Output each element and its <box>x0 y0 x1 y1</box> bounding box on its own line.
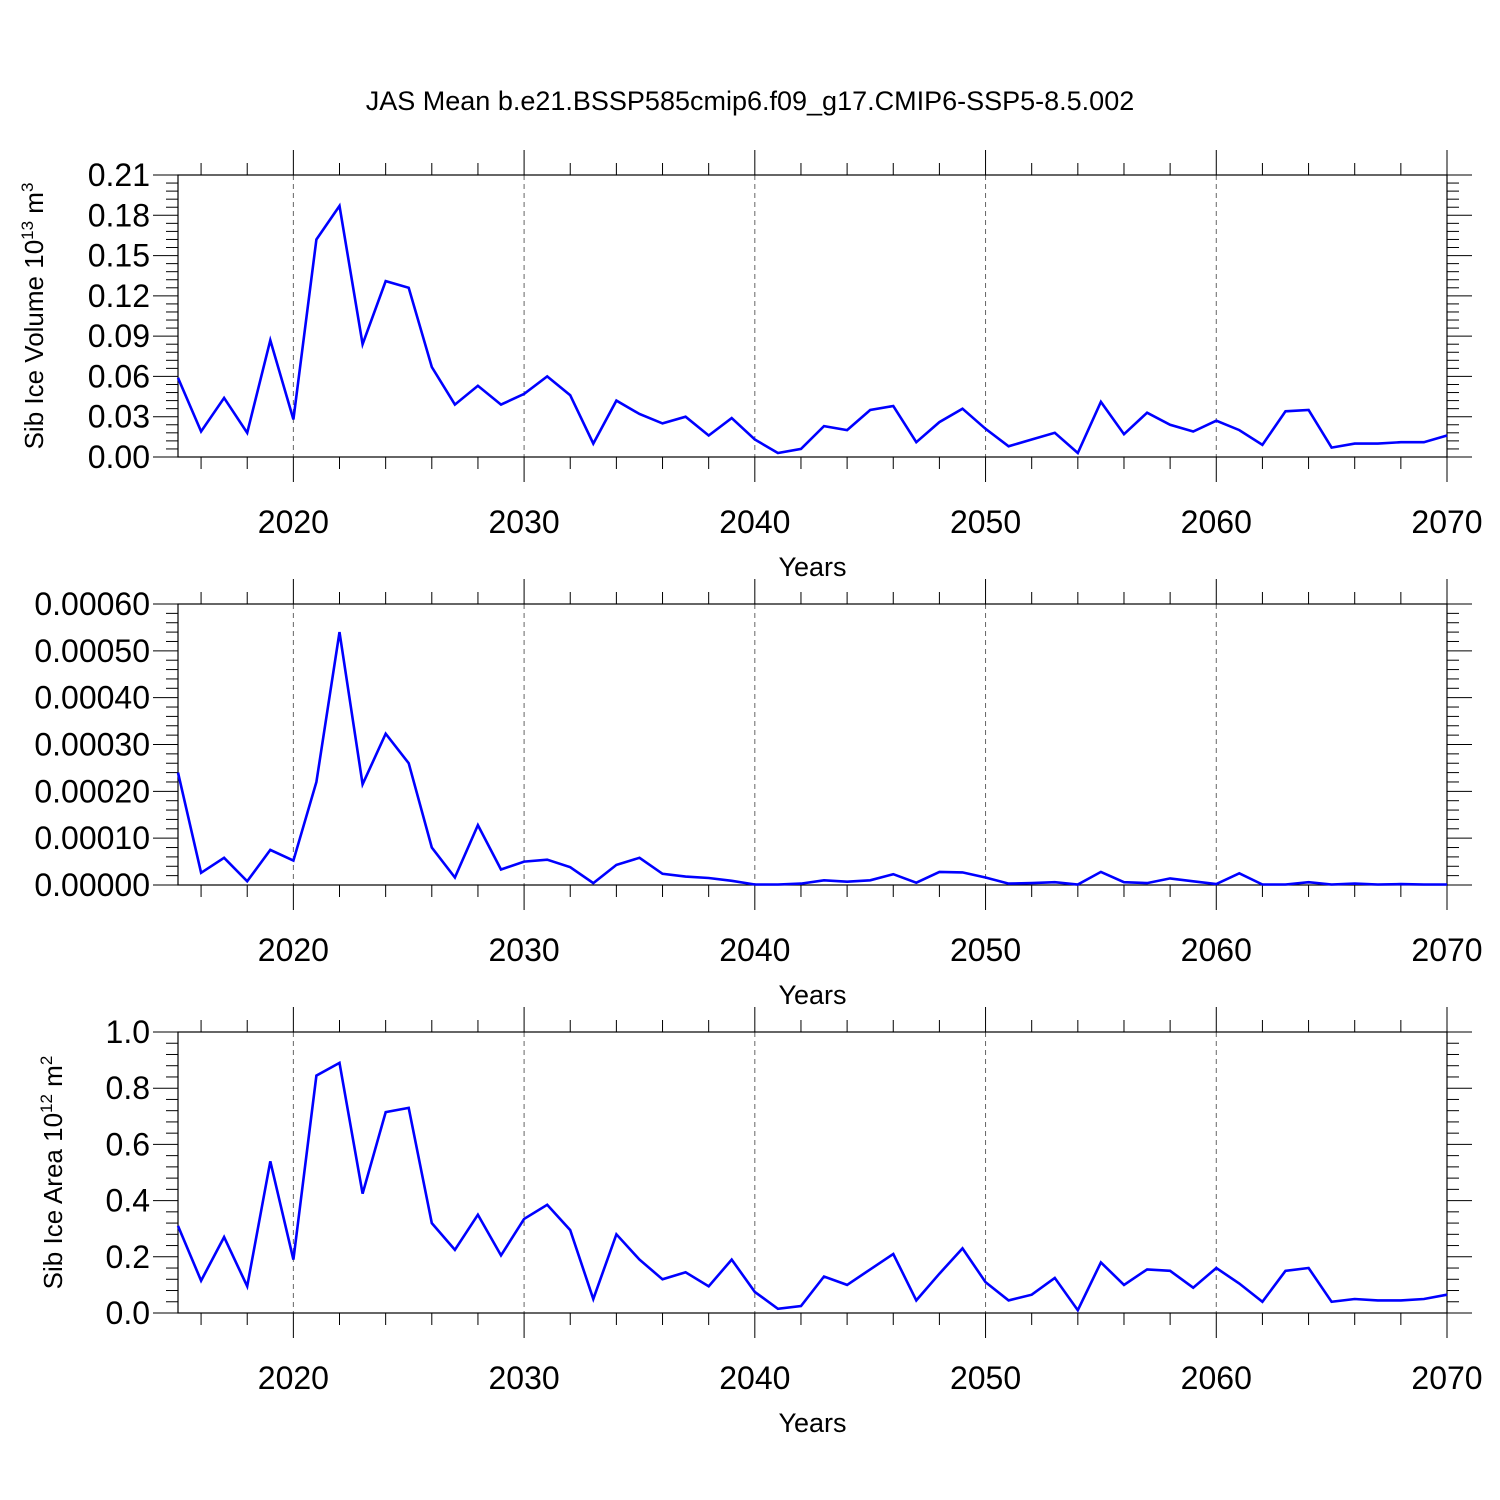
y-tick-label: 0.06 <box>88 358 150 394</box>
y-tick-label: 0.6 <box>106 1126 150 1162</box>
x-axis-label: Years <box>778 980 846 1010</box>
x-tick-label: 2050 <box>950 932 1021 968</box>
panels: 2020 2030 2040 2050 2060 2070 Years 0.00 0.03 0.0… <box>18 150 1483 1438</box>
x-tick-label: 2050 <box>950 504 1021 540</box>
y-tick-label: 0.00040 <box>34 680 150 716</box>
y-tick-label: 0.0 <box>106 1295 150 1331</box>
x-tick-label: 2070 <box>1411 932 1482 968</box>
x-tick-label: 2020 <box>258 1360 329 1396</box>
y-tick-label: 0.00000 <box>34 867 150 903</box>
x-tick-label: 2050 <box>950 1360 1021 1396</box>
y-tick-label: 0.00060 <box>34 586 150 622</box>
series-line <box>176 631 1447 886</box>
series-line <box>176 202 1448 456</box>
x-tick-label: 2040 <box>719 932 790 968</box>
plot-frame <box>177 1031 1448 1314</box>
y-tick-label: 0.09 <box>88 318 150 354</box>
y-tick-label: 0.00 <box>88 439 150 475</box>
y-tick-label: 0.15 <box>88 238 150 274</box>
x-axis-label: Years <box>778 552 846 582</box>
y-axis-label: Sib Ice Volume 1013 m3 <box>18 183 49 450</box>
x-tick-label: 2070 <box>1411 504 1482 540</box>
x-tick-label: 2060 <box>1181 1360 1252 1396</box>
plot-frame <box>177 603 1448 886</box>
y-tick-label: 0.2 <box>106 1239 150 1275</box>
y-tick-label: 0.12 <box>88 278 150 314</box>
y-tick-label: 0.00030 <box>34 727 150 763</box>
x-tick-label: 2020 <box>258 932 329 968</box>
x-tick-label: 2060 <box>1181 932 1252 968</box>
chart-panel-2: 2020 2030 2040 2050 2060 2070 Years 0.00000 0.00… <box>34 579 1483 1010</box>
y-tick-label: 0.03 <box>88 399 150 435</box>
series-line <box>176 1060 1448 1313</box>
x-tick-label: 2020 <box>258 504 329 540</box>
chart-panel-1: 2020 2030 2040 2050 2060 2070 Years 0.00 0.03 0.0… <box>18 150 1483 582</box>
y-tick-label: 0.18 <box>88 197 150 233</box>
x-tick-label: 2060 <box>1181 504 1252 540</box>
x-tick-label: 2040 <box>719 504 790 540</box>
y-tick-label: 0.4 <box>106 1183 150 1219</box>
y-tick-label: 0.00010 <box>34 820 150 856</box>
y-tick-label: 0.00020 <box>34 773 150 809</box>
x-axis-label: Years <box>778 1408 846 1438</box>
x-tick-label: 2040 <box>719 1360 790 1396</box>
plot-frame <box>177 174 1448 458</box>
x-tick-label: 2070 <box>1411 1360 1482 1396</box>
x-tick-label: 2030 <box>488 932 559 968</box>
y-tick-label: 1.0 <box>106 1014 150 1050</box>
x-tick-label: 2030 <box>488 504 559 540</box>
y-tick-label: 0.00050 <box>34 633 150 669</box>
chart-panel-3: 2020 2030 2040 2050 2060 2070 Years 0.0 0.2 0.4 0.… <box>37 1007 1483 1438</box>
y-axis-label: Sib Ice Area 1012 m2 <box>37 1056 68 1290</box>
chart-title: JAS Mean b.e21.BSSP585cmip6.f09_g17.CMIP… <box>366 86 1134 116</box>
y-tick-label: 0.21 <box>88 157 150 193</box>
x-tick-label: 2030 <box>488 1360 559 1396</box>
y-tick-label: 0.8 <box>106 1070 150 1106</box>
